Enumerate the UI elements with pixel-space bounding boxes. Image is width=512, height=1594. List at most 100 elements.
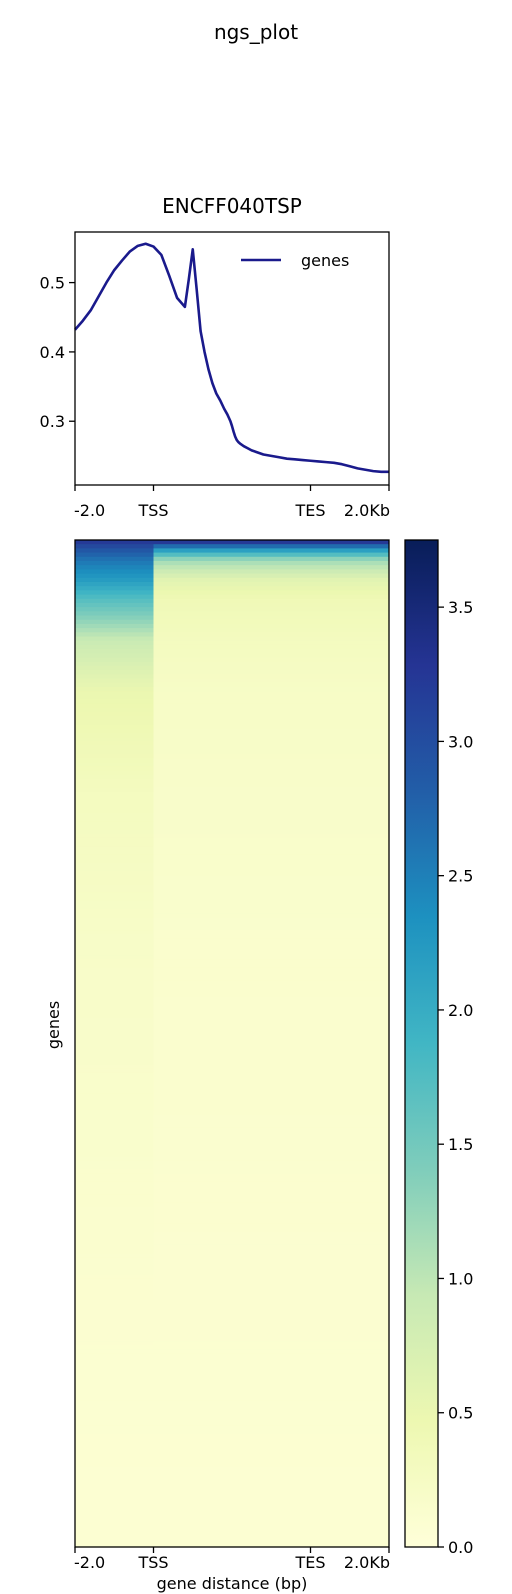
heatmap-cell [75,578,154,583]
colorbar-tick-label: 0.5 [448,1404,473,1423]
heatmap-cell [154,708,390,713]
heatmap-cell [154,1270,390,1275]
heatmap-cell [154,1190,390,1195]
heatmap-cell [154,557,390,562]
heatmap-cell [75,1207,154,1212]
heatmap-cell [154,1052,390,1057]
heatmap-cell [75,918,154,923]
heatmap-cell [75,603,154,608]
heatmap-cell [154,842,390,847]
heatmap-cell [75,565,154,570]
colorbar-gradient [405,540,438,1547]
heatmap-plot: -2.0 TSS TES 2.0Kb gene distance (bp) genes [44,540,390,1593]
heatmap-cell [154,1459,390,1464]
heatmap-cell [154,943,390,948]
heatmap-cell [75,544,154,549]
heatmap-cell [75,741,154,746]
heatmap-cell [75,981,154,986]
heatmap-cell [154,1291,390,1296]
heatmap-cell [75,1509,154,1514]
heatmap-cell [154,981,390,986]
heatmap-cell [75,624,154,629]
heatmap-cell [75,1421,154,1426]
heatmap-cell [154,1539,390,1544]
heatmap-cell [75,666,154,671]
heatmap-cell [154,1027,390,1032]
heatmap-cell [154,1287,390,1292]
heatmap-cell [75,1190,154,1195]
heatmap-cell [154,1425,390,1430]
heatmap-cell [154,616,390,621]
heatmap-cell [75,1278,154,1283]
heatmap-cell [75,1346,154,1351]
heatmap-cell [154,1048,390,1053]
heatmap-cell [154,1044,390,1049]
heatmap-cell [75,1266,154,1271]
heatmap-cell [75,1140,154,1145]
heatmap-cell [75,683,154,688]
heatmap-cell [154,1346,390,1351]
heatmap-cell [75,871,154,876]
heatmap-cell [75,1455,154,1460]
heatmap-cell [75,867,154,872]
heatmap-cell [75,1090,154,1095]
heatmap-cell [154,926,390,931]
heatmap-cell [154,1463,390,1468]
colorbar-tick-label: 1.0 [448,1269,473,1288]
heatmap-cell [154,960,390,965]
heatmap-cell [154,1081,390,1086]
heatmap-cell [75,1144,154,1149]
heatmap-cell [154,1085,390,1090]
heatmap-cell [154,695,390,700]
heatmap-cell [75,691,154,696]
heatmap-cell [154,754,390,759]
heatmap-cell [154,1102,390,1107]
heatmap-cell [75,582,154,587]
heatmap-cell [154,1526,390,1531]
heatmap-cell [75,662,154,667]
heatmap-cell [75,1216,154,1221]
heatmap-cell [75,645,154,650]
heatmap-cell [154,792,390,797]
heatmap-cell [75,1195,154,1200]
heatmap-cell [154,1161,390,1166]
heatmap-cell [75,997,154,1002]
heatmap-cell [75,1056,154,1061]
legend-label-genes: genes [301,251,349,270]
heatmap-cell [154,1358,390,1363]
heatmap-cell [75,599,154,604]
heatmap-cell [154,725,390,730]
heatmap-cell [154,783,390,788]
heatmap-cell [75,1304,154,1309]
heatmap-cell [154,1518,390,1523]
heatmap-cell [154,1497,390,1502]
heatmap-cell [75,825,154,830]
heatmap-cell [75,574,154,579]
heatmap-cell [154,1169,390,1174]
heatmap-cell [75,1249,154,1254]
heatmap-cell [154,775,390,780]
heatmap-cell [154,1484,390,1489]
heatmap-cell [154,662,390,667]
heatmap-cell [154,540,390,545]
heatmap-cell [75,1031,154,1036]
heatmap-cell [154,1312,390,1317]
heatmap-cell [75,1253,154,1258]
heatmap-cell [75,695,154,700]
heatmap-cell [75,947,154,952]
heatmap-cell [75,1320,154,1325]
heatmap-cell [75,1530,154,1535]
profile-plot-title: ENCFF040TSP [162,194,302,218]
heatmap-cell [75,1153,154,1158]
heatmap-cell [154,1430,390,1435]
heatmap-cell [75,1505,154,1510]
heatmap-cell [75,1232,154,1237]
heatmap-cell [154,1476,390,1481]
heatmap-cell [75,569,154,574]
heatmap-cell [154,582,390,587]
heatmap-cell [75,1161,154,1166]
heatmap-cell [154,1123,390,1128]
heatmap-cell [75,1002,154,1007]
heatmap-cell [154,666,390,671]
heatmap-cell [154,603,390,608]
